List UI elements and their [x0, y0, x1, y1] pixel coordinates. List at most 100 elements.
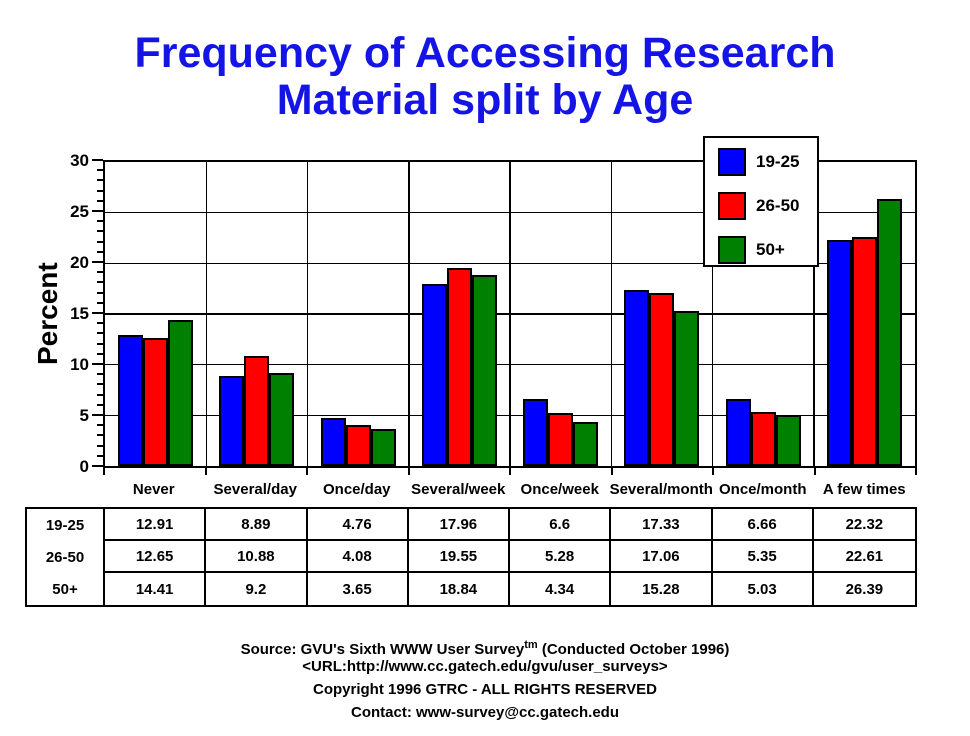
- y-axis-minor-tick: [97, 189, 103, 192]
- bar: [624, 290, 650, 466]
- y-axis-minor-tick: [97, 271, 103, 274]
- table-row-label: 50+: [52, 580, 78, 598]
- x-axis-tick: [813, 468, 816, 475]
- y-axis-tick-label: 20: [70, 253, 89, 272]
- y-axis-tick-label: 5: [79, 406, 89, 425]
- bar: [674, 311, 700, 466]
- gridline-vertical: [408, 162, 410, 466]
- x-axis-tick: [915, 468, 917, 475]
- legend-swatch-50+: [718, 236, 746, 264]
- y-axis-minor-tick: [97, 444, 103, 447]
- bar: [876, 198, 902, 466]
- table-cell: 6.6: [510, 509, 612, 541]
- y-axis-minor-tick: [97, 230, 103, 233]
- table-cell: 17.33: [611, 509, 713, 541]
- bar: [168, 319, 194, 466]
- legend-swatch-26-50: [718, 192, 746, 220]
- table-cell: 10.88: [206, 541, 308, 573]
- legend-label: 26-50: [756, 196, 800, 215]
- gridline-vertical: [509, 162, 511, 466]
- y-axis-major-tick: [92, 261, 103, 263]
- gridline-vertical: [205, 162, 207, 466]
- bar: [775, 415, 801, 466]
- x-axis-category-label: A few times: [822, 480, 906, 498]
- bar: [649, 293, 675, 466]
- x-axis-category-label: Several/day: [213, 480, 297, 498]
- y-axis-minor-tick: [97, 169, 103, 172]
- table-row-label: 19-25: [45, 516, 85, 534]
- x-axis-tick: [610, 468, 613, 475]
- chart-title: Frequency of Accessing Research Material…: [0, 30, 970, 124]
- y-axis-major-tick: [92, 312, 103, 314]
- bar: [219, 375, 245, 466]
- y-axis-minor-tick: [97, 403, 103, 406]
- y-axis-minor-tick: [97, 424, 103, 427]
- table-cell: 19.55: [408, 541, 510, 573]
- table-value-grid: 12.91 8.89 4.76 17.96 6.6 17.33 6.66 22.32 12.65…: [105, 509, 915, 605]
- data-table: 19-25 26-50 50+ 12.91 8.89 4.76 17.96 6.6 17.33…: [25, 507, 917, 607]
- bar: [446, 267, 472, 466]
- bar: [370, 429, 396, 466]
- x-axis-tick: [407, 468, 410, 475]
- footer: Source: GVU's Sixth WWW User Surveytm (C…: [0, 637, 970, 721]
- y-axis-minor-tick: [97, 332, 103, 335]
- y-axis-tick-label: 25: [70, 202, 89, 221]
- table-row-label: 26-50: [45, 548, 85, 566]
- x-axis-category-label: Several/week: [411, 480, 506, 498]
- table-cell: 8.89: [206, 509, 308, 541]
- x-axis-tick: [204, 468, 207, 475]
- y-axis-minor-tick: [97, 199, 103, 202]
- y-axis-major-tick: [92, 210, 103, 212]
- x-axis-category-label: Once/day: [322, 480, 391, 498]
- table-cell: 9.2: [206, 573, 308, 605]
- y-axis-minor-tick: [97, 352, 103, 355]
- y-axis-major-tick: [92, 414, 103, 416]
- gridline-vertical: [610, 162, 612, 466]
- y-axis-minor-tick: [97, 301, 103, 304]
- gridline-vertical: [711, 162, 714, 466]
- y-axis-minor-tick: [97, 393, 103, 396]
- gridline-vertical: [813, 162, 815, 466]
- y-axis-major-tick: [92, 159, 103, 161]
- y-axis-minor-tick: [97, 383, 103, 386]
- bar: [471, 275, 497, 466]
- y-axis-minor-tick: [97, 281, 103, 284]
- x-axis-category-label: Never: [132, 480, 175, 498]
- legend-label: 19-25: [756, 152, 800, 171]
- legend: 19-25 26-50 50+: [703, 136, 819, 267]
- bar: [118, 335, 144, 466]
- bar: [851, 236, 877, 466]
- table-cell: 12.65: [105, 541, 207, 573]
- y-axis-minor-tick: [97, 250, 103, 253]
- y-axis-minor-tick: [97, 179, 103, 182]
- table-cell: 5.28: [510, 541, 612, 573]
- y-axis-tick-label: 10: [70, 355, 89, 374]
- legend-label: 50+: [756, 240, 785, 259]
- x-axis-category-label: Once/week: [520, 480, 599, 498]
- y-axis-major-tick: [92, 363, 103, 365]
- table-cell: 17.06: [611, 541, 713, 573]
- y-axis-minor-tick: [97, 342, 103, 345]
- x-axis-tick: [712, 468, 714, 475]
- x-axis-tick: [103, 468, 105, 475]
- y-axis-minor-tick: [97, 220, 103, 223]
- table-cell: 5.35: [712, 541, 814, 573]
- copyright-line: Copyright 1996 GTRC - ALL RIGHTS RESERVE…: [313, 681, 657, 698]
- x-axis-category-label: Once/month: [718, 480, 807, 498]
- chart-title-line1: Frequency of Accessing Research: [134, 29, 836, 77]
- source-line: Source: GVU's Sixth WWW User Surveytm (C…: [0, 637, 970, 658]
- table-cell: 17.96: [408, 509, 510, 541]
- y-axis-minor-tick: [97, 322, 103, 325]
- table-cell: 4.08: [307, 541, 409, 573]
- table-cell: 4.76: [307, 509, 409, 541]
- table-cell: 26.39: [845, 580, 884, 598]
- y-axis-tick-label: 0: [79, 457, 89, 476]
- table-cell: 5.03: [713, 573, 814, 605]
- x-axis-tick: [509, 468, 511, 475]
- bar: [523, 399, 549, 466]
- bar: [548, 412, 574, 466]
- table-cell: 4.34: [510, 573, 612, 605]
- bar: [269, 372, 295, 466]
- y-axis-minor-tick: [97, 240, 103, 243]
